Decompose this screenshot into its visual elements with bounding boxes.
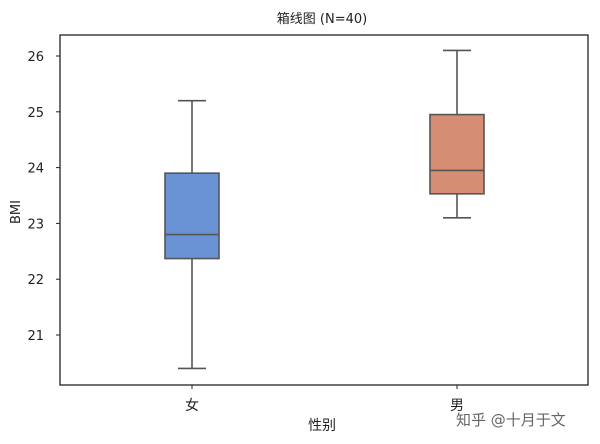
- x-axis-label: 性别: [308, 418, 336, 434]
- box-iqr: [164, 172, 220, 260]
- y-tick-label: 21: [27, 329, 44, 344]
- y-tick-label: 22: [27, 273, 44, 288]
- plot-frame: [59, 34, 589, 386]
- x-tick-label: 男: [450, 398, 464, 414]
- watermark: 知乎 @十月于文: [456, 411, 566, 429]
- y-tick-label: 23: [27, 217, 44, 232]
- y-tick-label: 24: [27, 162, 44, 177]
- y-tick-label: 26: [27, 50, 44, 65]
- y-axis-label: BMI: [9, 200, 24, 224]
- box-iqr: [429, 113, 485, 195]
- y-tick-label: 25: [27, 106, 44, 121]
- chart-title: 箱线图 (N=40): [277, 11, 367, 27]
- x-tick-label: 女: [185, 397, 199, 414]
